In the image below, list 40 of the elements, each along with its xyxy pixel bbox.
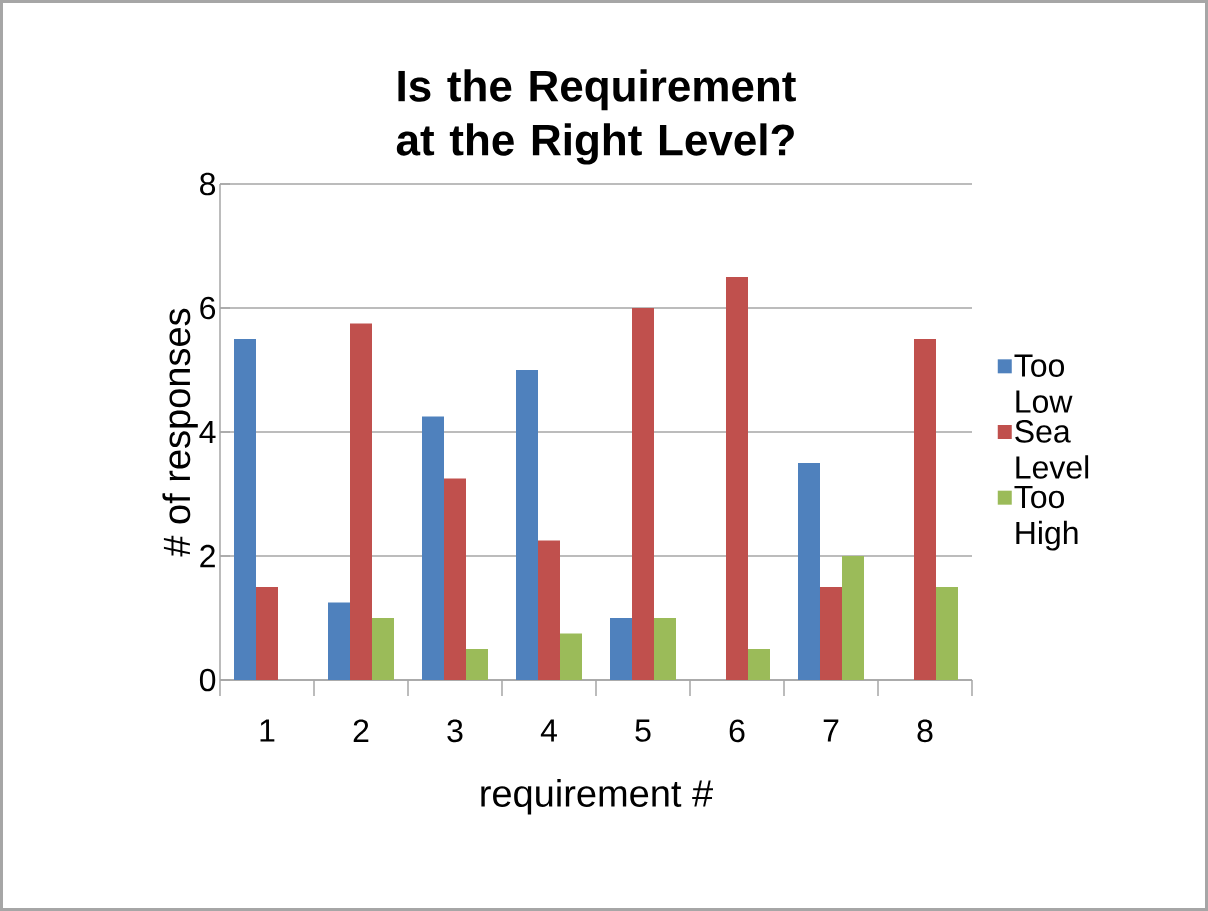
bar [936, 587, 958, 680]
x-tick-label: 1 [260, 719, 275, 742]
bar [444, 478, 466, 680]
bar [516, 370, 538, 680]
bar [726, 277, 748, 680]
legend-label: Too Low [1014, 354, 1073, 413]
bar [748, 649, 770, 680]
chart-title: Is the Requirement at the Right Level? [396, 69, 796, 165]
bar [350, 323, 372, 680]
y-tick-label: 6 [200, 296, 216, 320]
x-tick-label: 2 [353, 719, 369, 742]
bar [610, 618, 632, 680]
bar [914, 339, 936, 680]
y-axis-title: # of responses [162, 308, 198, 557]
x-axis-title: requirement # [481, 779, 713, 815]
bar [466, 649, 488, 680]
y-tick-label: 4 [199, 421, 216, 444]
bar [256, 587, 278, 680]
x-tick-label: 3 [447, 719, 463, 743]
x-tick-label: 8 [917, 719, 933, 743]
y-tick-label: 2 [200, 544, 215, 568]
bar [820, 587, 842, 680]
bar [234, 339, 256, 680]
bar [842, 556, 864, 680]
bar [538, 540, 560, 680]
x-tick-label: 5 [635, 719, 651, 742]
bar [328, 602, 350, 680]
x-tick-label: 4 [540, 719, 557, 742]
bar [560, 633, 582, 680]
x-tick-label: 7 [823, 719, 839, 742]
legend-label: Sea Level [1015, 420, 1089, 479]
bar [632, 308, 654, 680]
bar [654, 618, 676, 680]
legend-label: Too High [1014, 485, 1078, 551]
bar [372, 618, 394, 680]
bar [798, 463, 820, 680]
y-tick-label: 0 [199, 668, 216, 692]
bar [422, 416, 444, 680]
x-tick-label: 6 [729, 719, 745, 743]
y-tick-label: 8 [200, 172, 216, 196]
